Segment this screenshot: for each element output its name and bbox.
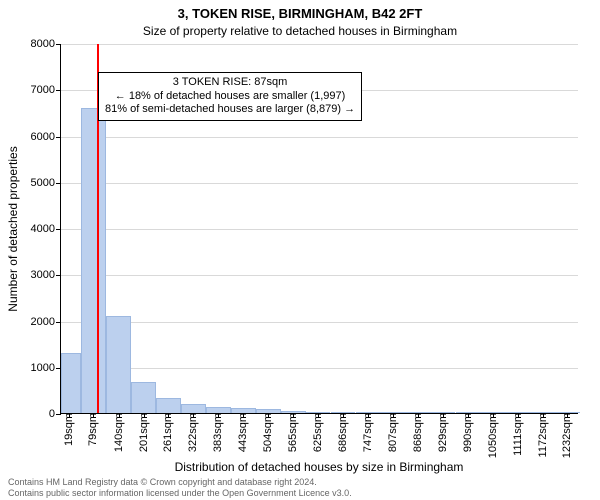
xtick-label: 79sqm (87, 413, 99, 446)
annotation-box: 3 TOKEN RISE: 87sqm← 18% of detached hou… (98, 72, 362, 121)
gridline-h (61, 368, 578, 369)
chart-title-description: Size of property relative to detached ho… (0, 24, 600, 38)
xtick-label: 1232sqm (561, 413, 573, 458)
xtick-label: 625sqm (312, 413, 324, 452)
histogram-bar (61, 353, 81, 413)
xtick-label: 807sqm (387, 413, 399, 452)
annotation-line-1: 3 TOKEN RISE: 87sqm (105, 76, 355, 90)
gridline-h (61, 275, 578, 276)
histogram-bar (156, 398, 181, 413)
ytick-label: 4000 (31, 223, 55, 235)
ytick-mark (56, 229, 61, 230)
annotation-line-3: 81% of semi-detached houses are larger (… (105, 103, 355, 117)
footer-line-2: Contains public sector information licen… (8, 488, 592, 498)
xtick-label: 383sqm (212, 413, 224, 452)
xtick-label: 1050sqm (487, 413, 499, 458)
gridline-h (61, 322, 578, 323)
gridline-h (61, 229, 578, 230)
footer-attribution: Contains HM Land Registry data © Crown c… (8, 477, 592, 498)
xtick-label: 19sqm (63, 413, 75, 446)
plot-area: 01000200030004000500060007000800019sqm79… (60, 44, 578, 414)
ytick-mark (56, 275, 61, 276)
ytick-mark (56, 44, 61, 45)
xtick-label: 201sqm (138, 413, 150, 452)
histogram-bar (131, 382, 156, 413)
annotation-line-2: ← 18% of detached houses are smaller (1,… (105, 90, 355, 104)
xtick-label: 1111sqm (512, 413, 524, 456)
xtick-label: 686sqm (337, 413, 349, 452)
ytick-label: 3000 (31, 269, 55, 281)
histogram-bar (106, 316, 131, 413)
xtick-label: 261sqm (162, 413, 174, 452)
gridline-h (61, 44, 578, 45)
gridline-h (61, 183, 578, 184)
ytick-label: 0 (49, 408, 55, 420)
y-axis-label: Number of detached properties (6, 0, 26, 44)
ytick-label: 1000 (31, 362, 55, 374)
footer-line-1: Contains HM Land Registry data © Crown c… (8, 477, 592, 487)
gridline-h (61, 137, 578, 138)
ytick-mark (56, 322, 61, 323)
ytick-mark (56, 137, 61, 138)
xtick-label: 747sqm (362, 413, 374, 452)
ytick-label: 5000 (31, 177, 55, 189)
ytick-label: 7000 (31, 84, 55, 96)
ytick-mark (56, 414, 61, 415)
histogram-bar (81, 108, 106, 413)
chart-title-address: 3, TOKEN RISE, BIRMINGHAM, B42 2FT (0, 6, 600, 21)
xtick-label: 929sqm (437, 413, 449, 452)
ytick-mark (56, 90, 61, 91)
xtick-label: 868sqm (412, 413, 424, 452)
xtick-label: 443sqm (237, 413, 249, 452)
xtick-label: 1172sqm (537, 413, 549, 457)
xtick-label: 322sqm (187, 413, 199, 452)
xtick-label: 140sqm (113, 413, 125, 452)
xtick-label: 565sqm (287, 413, 299, 452)
ytick-label: 8000 (31, 38, 55, 50)
ytick-mark (56, 183, 61, 184)
xtick-label: 504sqm (262, 413, 274, 452)
xtick-label: 990sqm (462, 413, 474, 452)
ytick-label: 6000 (31, 131, 55, 143)
histogram-bar (181, 404, 206, 413)
x-axis-label: Distribution of detached houses by size … (60, 460, 578, 474)
ytick-label: 2000 (31, 316, 55, 328)
